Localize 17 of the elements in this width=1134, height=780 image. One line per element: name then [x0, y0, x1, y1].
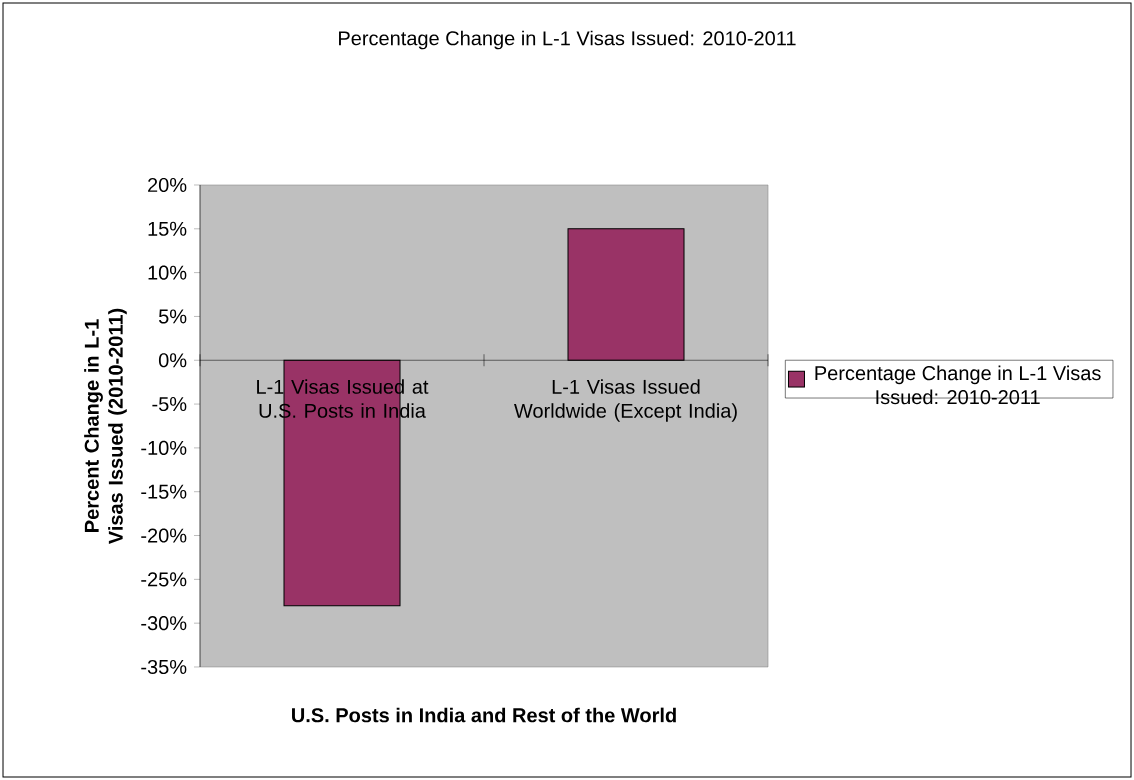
x-axis-title: U.S. Posts in India and Rest of the World [292, 707, 676, 723]
y-tick-label: -10% [141, 440, 187, 455]
y-tick-label: -20% [141, 528, 187, 543]
y-tick-label: 5% [158, 309, 187, 324]
y-tick-label: 10% [148, 265, 187, 280]
y-tick-label: -5% [152, 397, 187, 412]
legend-label: Percentage Change in L-1 Visas Issued: 2010-2011 [815, 365, 1101, 405]
y-tick-label: 15% [148, 221, 187, 236]
y-tick-label: -35% [141, 659, 187, 675]
y-tick-label: -30% [141, 616, 187, 631]
chart-title: Percentage Change in L-1 Visas Issued: 2010-2011 [339, 30, 796, 50]
x-tick-label: L-1 Visas Issued Worldwide (Except India) [514, 379, 737, 422]
y-tick-label: 20% [148, 177, 187, 193]
y-tick-label: 0% [158, 353, 187, 368]
y-tick-label: -25% [141, 572, 187, 587]
y-axis-title: Percent Change in L-1 Visas Issued (2010-2011) [84, 308, 127, 545]
y-tick-label: -15% [141, 484, 187, 499]
